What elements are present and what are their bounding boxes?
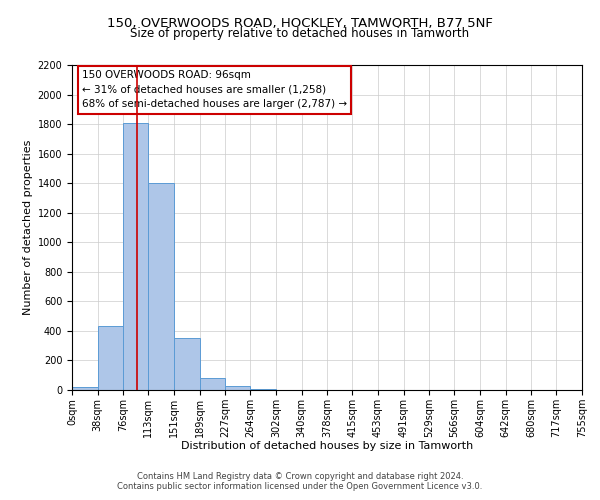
- Bar: [200, 378, 226, 390]
- X-axis label: Distribution of detached houses by size in Tamworth: Distribution of detached houses by size …: [181, 442, 473, 452]
- Bar: [98, 326, 124, 390]
- Bar: [72, 387, 98, 390]
- Text: Contains public sector information licensed under the Open Government Licence v3: Contains public sector information licen…: [118, 482, 482, 491]
- Text: 150 OVERWOODS ROAD: 96sqm
← 31% of detached houses are smaller (1,258)
68% of se: 150 OVERWOODS ROAD: 96sqm ← 31% of detac…: [82, 70, 347, 110]
- Text: Size of property relative to detached houses in Tamworth: Size of property relative to detached ho…: [130, 28, 470, 40]
- Bar: [226, 386, 250, 390]
- Bar: [124, 122, 148, 390]
- Text: 150, OVERWOODS ROAD, HOCKLEY, TAMWORTH, B77 5NF: 150, OVERWOODS ROAD, HOCKLEY, TAMWORTH, …: [107, 18, 493, 30]
- Text: Contains HM Land Registry data © Crown copyright and database right 2024.: Contains HM Land Registry data © Crown c…: [137, 472, 463, 481]
- Bar: [174, 338, 200, 390]
- Y-axis label: Number of detached properties: Number of detached properties: [23, 140, 34, 315]
- Bar: [148, 183, 174, 390]
